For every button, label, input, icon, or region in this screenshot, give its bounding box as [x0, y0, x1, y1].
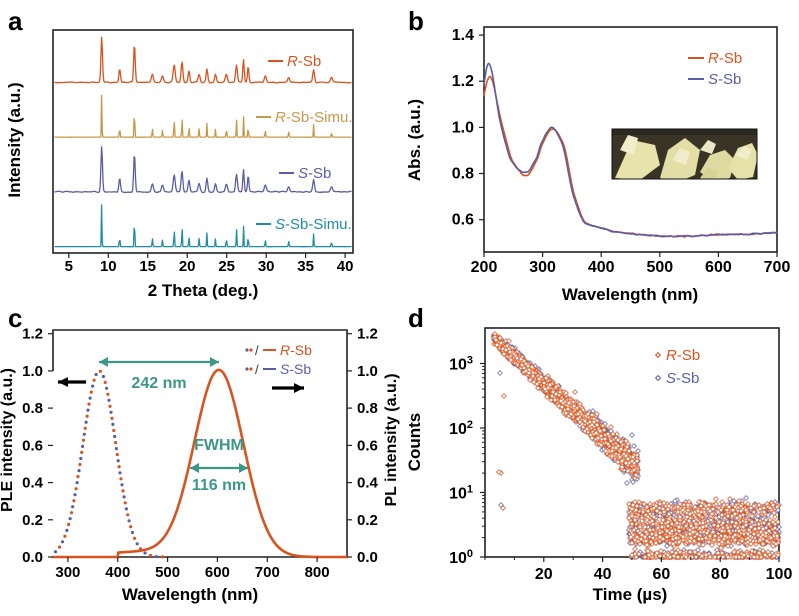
svg-text:400: 400 — [105, 564, 130, 581]
svg-text:0.4: 0.4 — [22, 475, 44, 492]
svg-text:S-Sb: S-Sb — [666, 370, 699, 387]
svg-text:15: 15 — [139, 258, 156, 275]
svg-text:0.8: 0.8 — [22, 400, 43, 417]
svg-text:700: 700 — [255, 564, 280, 581]
svg-text:S-Sb: S-Sb — [708, 71, 741, 88]
svg-text:1.2: 1.2 — [357, 326, 378, 343]
svg-text:600: 600 — [705, 259, 732, 276]
svg-text:1.0: 1.0 — [22, 363, 43, 380]
svg-text:2 Theta (deg.): 2 Theta (deg.) — [148, 281, 259, 300]
svg-text:116 nm: 116 nm — [192, 477, 246, 494]
svg-text:1.4: 1.4 — [452, 27, 474, 44]
svg-text:R-Sb-Simu.: R-Sb-Simu. — [275, 109, 353, 126]
svg-text:500: 500 — [155, 564, 180, 581]
svg-text:1.2: 1.2 — [22, 326, 43, 343]
svg-text:40: 40 — [594, 566, 612, 583]
svg-text:20: 20 — [179, 258, 196, 275]
svg-text:30: 30 — [258, 258, 275, 275]
svg-text:Wavelength (nm): Wavelength (nm) — [562, 285, 698, 304]
svg-text:40: 40 — [337, 258, 354, 275]
svg-text:Counts: Counts — [405, 413, 424, 472]
svg-text:0.0: 0.0 — [22, 549, 43, 566]
svg-text:200: 200 — [471, 259, 498, 276]
svg-text:/: / — [255, 362, 259, 377]
svg-text:Wavelength (nm): Wavelength (nm) — [122, 585, 258, 604]
svg-text:400: 400 — [588, 259, 615, 276]
svg-text:S-Sb-Simu.: S-Sb-Simu. — [275, 216, 352, 233]
svg-text:10: 10 — [100, 258, 117, 275]
svg-text:100: 100 — [766, 566, 793, 583]
svg-text:20: 20 — [535, 566, 553, 583]
svg-text:b: b — [408, 6, 424, 36]
svg-text:300: 300 — [55, 564, 80, 581]
svg-text:a: a — [8, 6, 23, 36]
svg-text:S-Sb: S-Sb — [280, 361, 311, 377]
svg-text:300: 300 — [529, 259, 556, 276]
svg-text:25: 25 — [218, 258, 235, 275]
svg-text:0.2: 0.2 — [22, 512, 43, 529]
svg-text:0.6: 0.6 — [22, 437, 43, 454]
svg-text:R-Sb: R-Sb — [280, 342, 312, 358]
svg-text:R-Sb: R-Sb — [287, 53, 321, 70]
svg-text:0.4: 0.4 — [357, 475, 379, 492]
svg-text:0.6: 0.6 — [452, 212, 474, 229]
svg-text:60: 60 — [653, 566, 671, 583]
svg-text:600: 600 — [205, 564, 230, 581]
svg-text:S-Sb: S-Sb — [298, 165, 331, 182]
svg-text:d: d — [408, 303, 424, 333]
svg-text:1.0: 1.0 — [357, 363, 378, 380]
svg-text:PLE intensity (a.u.): PLE intensity (a.u.) — [0, 368, 16, 512]
svg-text:700: 700 — [764, 259, 791, 276]
svg-text:R-Sb: R-Sb — [708, 50, 742, 67]
svg-text:FWHM: FWHM — [194, 437, 244, 454]
svg-text:35: 35 — [297, 258, 314, 275]
svg-text:5: 5 — [65, 258, 73, 275]
svg-text:500: 500 — [646, 259, 673, 276]
svg-text:0.8: 0.8 — [452, 166, 474, 183]
svg-text:0.6: 0.6 — [357, 437, 378, 454]
svg-text:Time (µs): Time (µs) — [593, 585, 668, 604]
svg-text:Abs. (a.u.): Abs. (a.u.) — [405, 99, 424, 181]
svg-text:0.0: 0.0 — [357, 549, 378, 566]
svg-text:1.0: 1.0 — [452, 119, 474, 136]
svg-text:R-Sb: R-Sb — [666, 347, 700, 364]
svg-text:242 nm: 242 nm — [131, 375, 186, 392]
svg-text:80: 80 — [711, 566, 729, 583]
svg-text:Intensity (a.u.): Intensity (a.u.) — [5, 82, 24, 197]
svg-text:/: / — [255, 343, 259, 358]
svg-text:0.8: 0.8 — [357, 400, 378, 417]
svg-text:PL intensity (a.u.): PL intensity (a.u.) — [383, 373, 400, 506]
svg-text:800: 800 — [305, 564, 330, 581]
svg-text:0.2: 0.2 — [357, 512, 378, 529]
svg-text:c: c — [8, 303, 22, 333]
svg-text:1.2: 1.2 — [452, 73, 474, 90]
